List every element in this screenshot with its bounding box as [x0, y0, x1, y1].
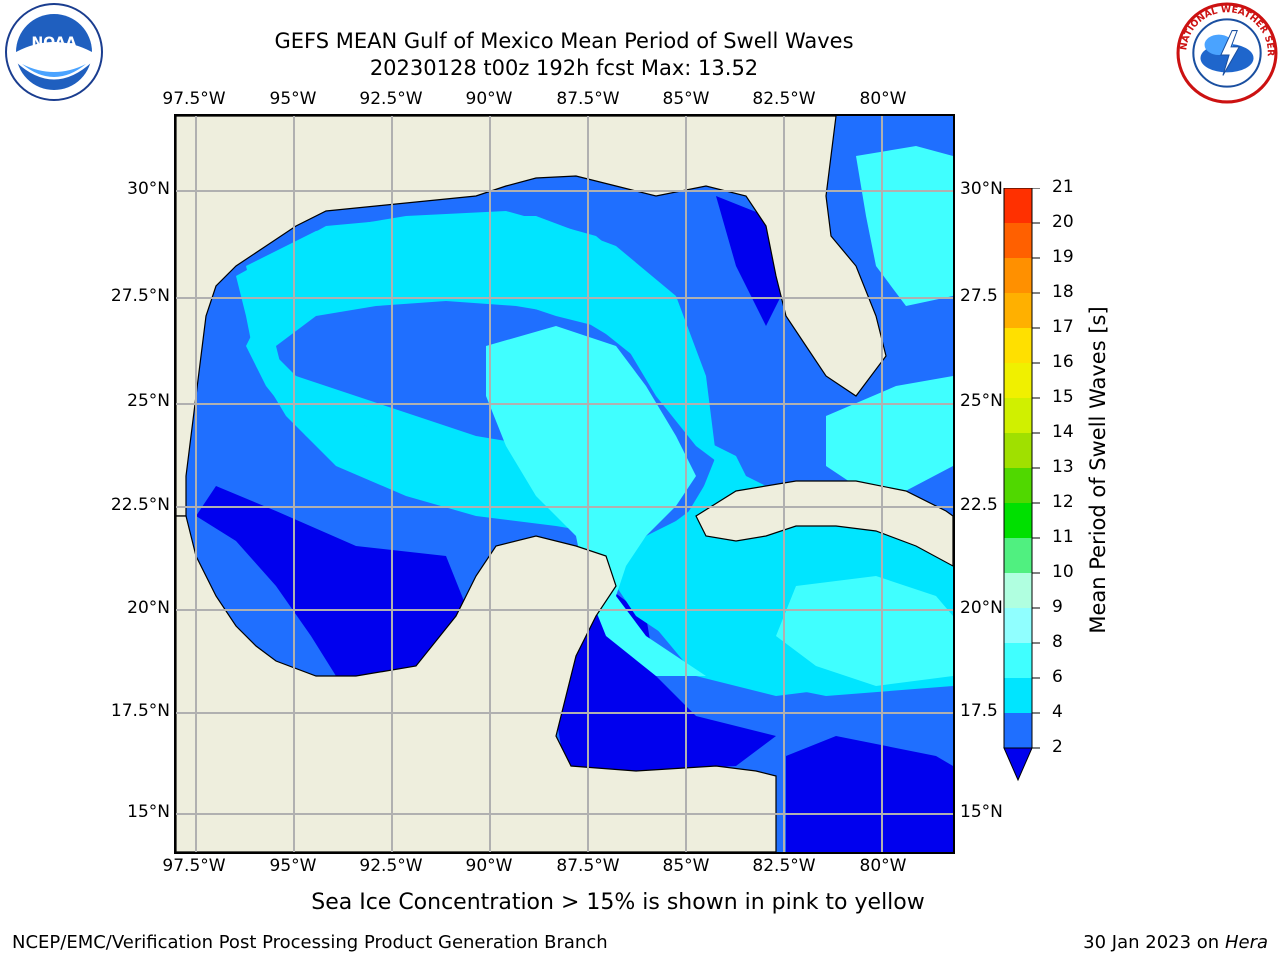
footer-date-text: 30 Jan 2023 on [1083, 932, 1225, 953]
latitude-label: 25°N [960, 391, 1003, 411]
latitude-label: 20°N [960, 598, 1003, 618]
period-band-4-6 [236, 216, 953, 696]
colorbar-swatch [1004, 223, 1032, 258]
latitude-label: 30°N [127, 179, 170, 199]
colorbar-tick-label: 6 [1052, 667, 1063, 687]
noaa-logo-icon: NOAA [5, 3, 103, 101]
colorbar-tick-label: 17 [1052, 317, 1074, 337]
longitude-label: 85°W [662, 856, 710, 876]
longitude-label: 82.5°W [752, 856, 816, 876]
colorbar-swatch [1004, 328, 1032, 363]
gulf-of-mexico-map [174, 114, 955, 854]
colorbar-tick-label: 18 [1052, 282, 1074, 302]
longitude-label: 92.5°W [359, 856, 423, 876]
colorbar-tick-label: 12 [1052, 492, 1074, 512]
map-canvas [176, 116, 953, 852]
footer-machine: Hera [1224, 932, 1268, 953]
plot-title: GEFS MEAN Gulf of Mexico Mean Period of … [274, 29, 854, 53]
colorbar-label: Mean Period of Swell Waves [s] [1086, 306, 1110, 634]
footer-credit: NCEP/EMC/Verification Post Processing Pr… [12, 932, 608, 953]
longitude-label: 97.5°W [162, 856, 226, 876]
gridlines [176, 116, 953, 852]
latitude-label: 17.5 [960, 701, 998, 721]
colorbar-swatch [1004, 678, 1032, 713]
period-band-6-8 [776, 576, 953, 686]
longitude-label: 97.5°W [162, 89, 226, 109]
nws-logo-icon: NATIONAL WEATHER SERVICE [1176, 2, 1278, 104]
colorbar-swatch [1004, 503, 1032, 538]
longitude-label: 80°W [859, 89, 907, 109]
colorbar-swatch [1004, 573, 1032, 608]
period-band-6-8 [826, 376, 953, 496]
land-cuba [695, 480, 953, 567]
longitude-label: 90°W [465, 856, 513, 876]
longitude-label: 80°W [859, 856, 907, 876]
longitude-label: 90°W [465, 89, 513, 109]
colorbar-swatch [1004, 608, 1032, 643]
latitude-label: 27.5 [960, 286, 998, 306]
colorbar-tick-label: 10 [1052, 562, 1074, 582]
colorbar-tick-label: 4 [1052, 702, 1063, 722]
colorbar-swatch [1004, 293, 1032, 328]
colorbar-swatch [1004, 258, 1032, 293]
colorbar-tick-label: 15 [1052, 387, 1074, 407]
colorbar-swatch [1004, 433, 1032, 468]
period-band-6-8 [856, 146, 953, 306]
latitude-label: 17.5°N [110, 701, 170, 721]
longitude-label: 87.5°W [556, 89, 620, 109]
period-band-6-8 [486, 326, 706, 676]
sea-ice-note: Sea Ice Concentration > 15% is shown in … [311, 890, 925, 915]
plot-subtitle: 20230128 t00z 192h fcst Max: 13.52 [369, 56, 759, 80]
longitude-label: 82.5°W [752, 89, 816, 109]
colorbar-swatch [1004, 398, 1032, 433]
longitude-label: 85°W [662, 89, 710, 109]
footer-date: 30 Jan 2023 on Hera [1083, 932, 1268, 953]
latitude-label: 15°N [127, 802, 170, 822]
longitude-label: 92.5°W [359, 89, 423, 109]
colorbar-tick-label: 13 [1052, 457, 1074, 477]
land-north-america [176, 116, 887, 517]
colorbar-tick-label: 2 [1052, 737, 1063, 757]
latitude-label: 27.5°N [110, 286, 170, 306]
latitude-label: 15°N [960, 802, 1003, 822]
colorbar-tick-label: 9 [1052, 597, 1063, 617]
colorbar [1003, 188, 1040, 782]
colorbar-swatch [1004, 363, 1032, 398]
colorbar-swatch [1004, 468, 1032, 503]
latitude-label: 25°N [127, 391, 170, 411]
colorbar-swatch [1004, 643, 1032, 678]
longitude-label: 87.5°W [556, 856, 620, 876]
land-mexico [176, 515, 777, 852]
colorbar-swatch [1004, 713, 1032, 748]
colorbar-tick-label: 8 [1052, 632, 1063, 652]
colorbar-tick-label: 20 [1052, 212, 1074, 232]
colorbar-tick-label: 14 [1052, 422, 1074, 442]
colorbar-swatch [1004, 188, 1032, 223]
period-band-below-2 [786, 736, 953, 852]
colorbar-tick-label: 16 [1052, 352, 1074, 372]
colorbar-tick-label: 21 [1052, 177, 1074, 197]
colorbar-swatch [1004, 538, 1032, 573]
longitude-label: 95°W [269, 89, 317, 109]
latitude-label: 20°N [127, 598, 170, 618]
colorbar-extend-triangle [1003, 747, 1033, 782]
latitude-label: 22.5 [960, 495, 998, 515]
colorbar-tick-label: 11 [1052, 527, 1074, 547]
colorbar-tick-label: 19 [1052, 247, 1074, 267]
latitude-label: 30°N [960, 179, 1003, 199]
svg-text:NOAA: NOAA [32, 35, 77, 51]
period-band-below-2 [196, 486, 466, 686]
longitude-label: 95°W [269, 856, 317, 876]
latitude-label: 22.5°N [110, 495, 170, 515]
